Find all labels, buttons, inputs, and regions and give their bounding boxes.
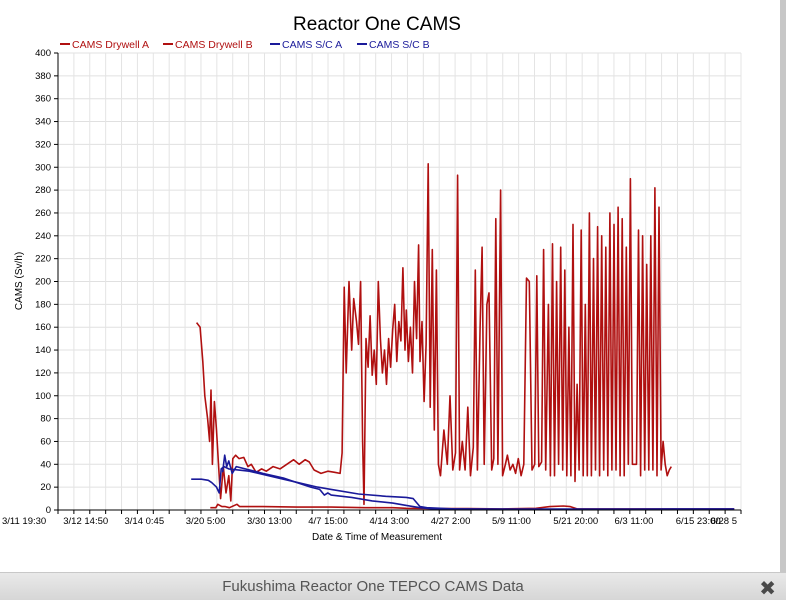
x-tick-label: 3/12 14:50 bbox=[63, 516, 108, 527]
series-lines bbox=[191, 163, 735, 511]
legend-item-label: CAMS S/C A bbox=[282, 39, 342, 51]
x-tick-label: 3/11 19:30 bbox=[2, 516, 46, 527]
series-line-cams-s-c-b bbox=[191, 465, 735, 511]
x-axis-label: Date & Time of Measurement bbox=[312, 532, 442, 543]
y-tick-label: 180 bbox=[35, 299, 51, 310]
x-tick-label: 3/20 5:00 bbox=[186, 516, 226, 527]
x-tick-label: 6/15 23:00 bbox=[676, 516, 721, 527]
y-tick-label: 300 bbox=[35, 162, 51, 173]
y-tick-label: 100 bbox=[35, 391, 51, 402]
x-tick-label: 6/28 5 bbox=[711, 516, 737, 527]
axes: 0 20 40 60 80 100 120 140 160 180 200 220 240 260 280 3… bbox=[2, 48, 742, 527]
y-tick-label: 80 bbox=[40, 414, 51, 425]
caption-text: Fukushima Reactor One TEPCO CAMS Data bbox=[222, 578, 524, 595]
y-tick-label: 0 bbox=[46, 505, 51, 516]
x-tick-label: 4/7 15:00 bbox=[308, 516, 348, 527]
x-tick-label: 5/9 11:00 bbox=[492, 516, 531, 527]
y-tick-label: 140 bbox=[35, 345, 51, 356]
x-tick-label: 4/14 3:00 bbox=[370, 516, 410, 527]
y-tick-label: 340 bbox=[35, 117, 51, 128]
close-icon[interactable]: ✖ bbox=[759, 576, 776, 600]
y-tick-label: 220 bbox=[35, 254, 51, 265]
legend-item-label: CAMS Drywell A bbox=[72, 39, 149, 51]
y-tick-label: 280 bbox=[35, 185, 51, 196]
x-tick-label: 3/30 13:00 bbox=[247, 516, 292, 527]
window-edge bbox=[780, 0, 786, 572]
x-tick-label: 6/3 11:00 bbox=[615, 516, 654, 527]
y-tick-label: 40 bbox=[40, 459, 51, 470]
y-axis-label: CAMS (Sv/h) bbox=[14, 252, 25, 310]
y-tick-label: 400 bbox=[35, 48, 51, 59]
caption-bar: Fukushima Reactor One TEPCO CAMS Data ✖ bbox=[0, 572, 786, 600]
y-tick-label: 360 bbox=[35, 94, 51, 105]
y-tick-label: 260 bbox=[35, 208, 51, 219]
y-tick-label: 20 bbox=[40, 482, 51, 493]
y-tick-label: 60 bbox=[40, 436, 51, 447]
legend-item-label: CAMS S/C B bbox=[369, 39, 430, 51]
y-tick-label: 320 bbox=[35, 139, 51, 150]
y-tick-label: 200 bbox=[35, 277, 51, 288]
y-tick-label: 240 bbox=[35, 231, 51, 242]
y-tick-label: 380 bbox=[35, 71, 51, 82]
series-line-cams-drywell-b bbox=[195, 163, 672, 506]
chart: Reactor One CAMS CAMS Drywell A CAMS Dryw… bbox=[2, 14, 742, 543]
chart-legend: CAMS Drywell A CAMS Drywell B CAMS S/C A CA… bbox=[60, 39, 430, 51]
x-tick-label: 3/14 0:45 bbox=[125, 516, 165, 527]
x-tick-label: 5/21 20:00 bbox=[553, 516, 598, 527]
x-tick-label: 4/27 2:00 bbox=[431, 516, 471, 527]
y-tick-label: 160 bbox=[35, 322, 51, 333]
legend-item-label: CAMS Drywell B bbox=[175, 39, 253, 51]
series-line-cams-drywell-a bbox=[210, 503, 735, 510]
y-tick-label: 120 bbox=[35, 368, 51, 379]
chart-title: Reactor One CAMS bbox=[293, 14, 461, 35]
